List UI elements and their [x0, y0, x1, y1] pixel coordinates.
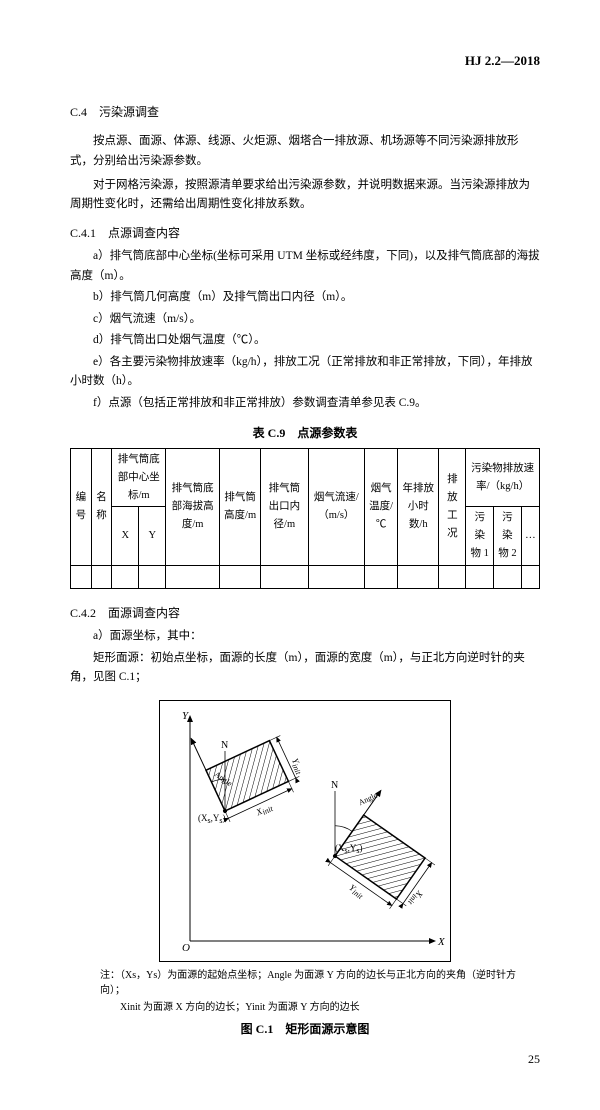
th-elev: 排气筒底部海拔高度/m [166, 448, 220, 565]
c42-text: 面源调查内容 [108, 606, 180, 620]
table-row [71, 565, 540, 588]
c42-rect-desc: 矩形面源：初始点坐标，面源的长度（m），面源的宽度（m），与正北方向逆时针的夹角… [70, 649, 540, 688]
x-label: X [437, 936, 446, 948]
th-diameter: 排气筒出口内径/m [261, 448, 308, 565]
c42-item-a: a）面源坐标，其中： [70, 627, 540, 647]
c41-item-e: e）各主要污染物排放速率（kg/h），排放工况（正常排放和非正常排放，下同），年… [70, 353, 540, 392]
section-c4-num: C.4 [70, 105, 87, 119]
figure-c1-caption: 图 C.1 矩形面源示意图 [70, 1019, 540, 1039]
th-velocity: 烟气流速/（m/s） [308, 448, 365, 565]
figure-note-2: Xinit 为面源 X 方向的边长；Yinit 为面源 Y 方向的边长 [100, 1000, 540, 1015]
c41-item-c: c）烟气流速（m/s）。 [70, 310, 540, 330]
th-no: 编号 [71, 448, 92, 565]
figure-c1: Y X O N Angle Xinit Yinit [159, 700, 451, 962]
th-etc: … [521, 507, 539, 566]
c42-num: C.4.2 [70, 606, 96, 620]
c41-item-a: a）排气筒底部中心坐标(坐标可采用 UTM 坐标或经纬度，下同)，以及排气筒底部… [70, 247, 540, 286]
section-c4-title: C.4 污染源调查 [70, 102, 540, 122]
c41-item-f: f）点源（包括正常排放和非正常排放）参数调查清单参见表 C.9。 [70, 394, 540, 414]
c4-para1: 按点源、面源、体源、线源、火炬源、烟塔合一排放源、机场源等不同污染源排放形式，分… [70, 132, 540, 171]
th-p1: 污染物 1 [466, 507, 494, 566]
c41-text: 点源调查内容 [108, 226, 180, 240]
c41-item-d: d）排气筒出口处烟气温度（℃）。 [70, 331, 540, 351]
xs-ys-label-1: (Xs,Ys) [198, 813, 226, 825]
n-label-1: N [221, 740, 228, 751]
y-label: Y [182, 710, 190, 722]
xinit-label-2: Xinit [406, 887, 426, 909]
rect-source-2 [335, 815, 425, 899]
figure-note-1: 注：（Xs，Ys）为面源的起始点坐标；Angle 为面源 Y 方向的边长与正北方… [100, 968, 540, 998]
th-y: Y [139, 507, 166, 566]
c42-title: C.4.2 面源调查内容 [70, 603, 540, 623]
th-rate: 污染物排放速率/（kg/h） [466, 448, 540, 507]
angle-label-2: Angle [357, 790, 379, 807]
document-code: HJ 2.2—2018 [70, 50, 540, 72]
th-p2: 污染物 2 [494, 507, 522, 566]
c41-title: C.4.1 点源调查内容 [70, 223, 540, 243]
c41-item-b: b）排气筒几何高度（m）及排气筒出口内径（m）。 [70, 288, 540, 308]
n-label-2: N [331, 780, 338, 791]
section-c4-text: 污染源调查 [99, 105, 159, 119]
c41-num: C.4.1 [70, 226, 96, 240]
c4-para2: 对于网格污染源，按照源清单要求给出污染源参数，并说明数据来源。当污染源排放为周期… [70, 176, 540, 215]
page-number: 25 [70, 1049, 540, 1069]
table-c9: 编号 名称 排气筒底部中心坐标/m 排气筒底部海拔高度/m 排气筒高度/m 排气… [70, 448, 540, 589]
origin-label: O [182, 942, 190, 954]
yinit-label-1: Yinit [288, 756, 306, 776]
yinit-label-2: Yinit [346, 882, 366, 901]
th-hours: 年排放小时数/h [398, 448, 439, 565]
th-temp: 烟气温度/℃ [365, 448, 398, 565]
th-condition: 排放工况 [439, 448, 466, 565]
th-name: 名称 [91, 448, 112, 565]
th-x: X [112, 507, 139, 566]
table-c9-caption: 表 C.9 点源参数表 [70, 423, 540, 443]
th-coord: 排气筒底部中心坐标/m [112, 448, 166, 507]
th-height: 排气筒高度/m [220, 448, 261, 565]
xinit-label-1: Xinit [254, 801, 275, 819]
